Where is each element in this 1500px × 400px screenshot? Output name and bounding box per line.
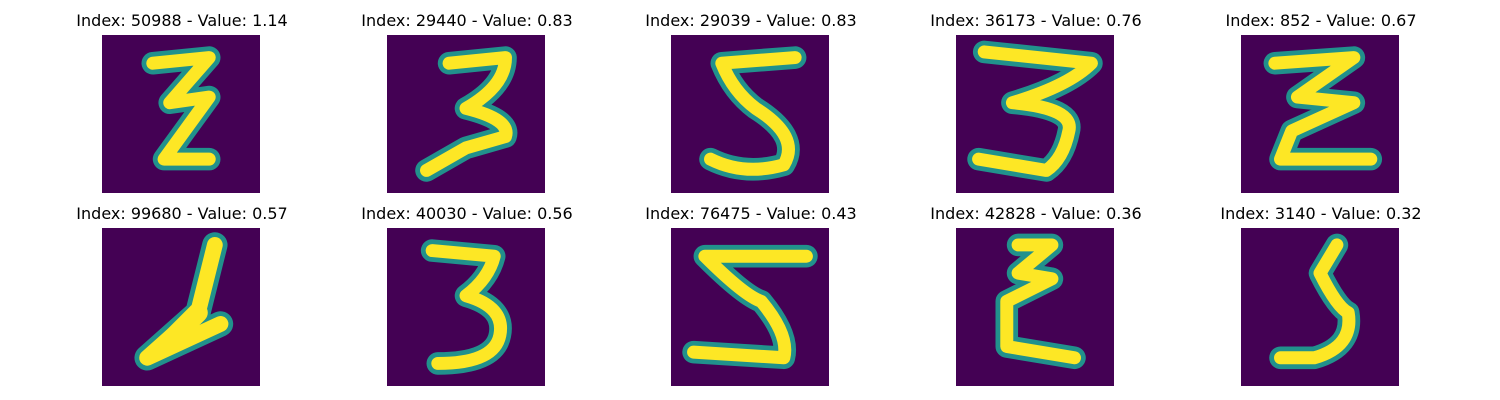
handwritten-digit-3-icon xyxy=(387,35,545,193)
panel-title: Index: 3140 - Value: 0.32 xyxy=(1220,204,1422,223)
handwritten-digit-5-icon xyxy=(1241,228,1399,386)
panel-title: Index: 29039 - Value: 0.83 xyxy=(645,11,857,30)
panel-title: Index: 42828 - Value: 0.36 xyxy=(930,204,1142,223)
panel-title: Index: 36173 - Value: 0.76 xyxy=(930,11,1142,30)
handwritten-digit-5-icon xyxy=(671,228,829,386)
panel-title: Index: 40030 - Value: 0.56 xyxy=(361,204,573,223)
handwritten-digit-z-zigzag-icon xyxy=(1241,35,1399,193)
panel-title: Index: 852 - Value: 0.67 xyxy=(1225,11,1417,30)
handwritten-digit-slanted-icon xyxy=(102,228,260,386)
panel-title: Index: 50988 - Value: 1.14 xyxy=(76,11,288,30)
panel-title: Index: 29440 - Value: 0.83 xyxy=(361,11,573,30)
handwritten-digit-3-wide-icon xyxy=(956,35,1114,193)
handwritten-digit-z-zigzag-icon xyxy=(102,35,260,193)
panel-title: Index: 76475 - Value: 0.43 xyxy=(645,204,857,223)
handwritten-digit-3-icon xyxy=(387,228,545,386)
handwritten-digit-z-zigzag-icon xyxy=(956,228,1114,386)
handwritten-digit-5-icon xyxy=(671,35,829,193)
panel-title: Index: 99680 - Value: 0.57 xyxy=(76,204,288,223)
